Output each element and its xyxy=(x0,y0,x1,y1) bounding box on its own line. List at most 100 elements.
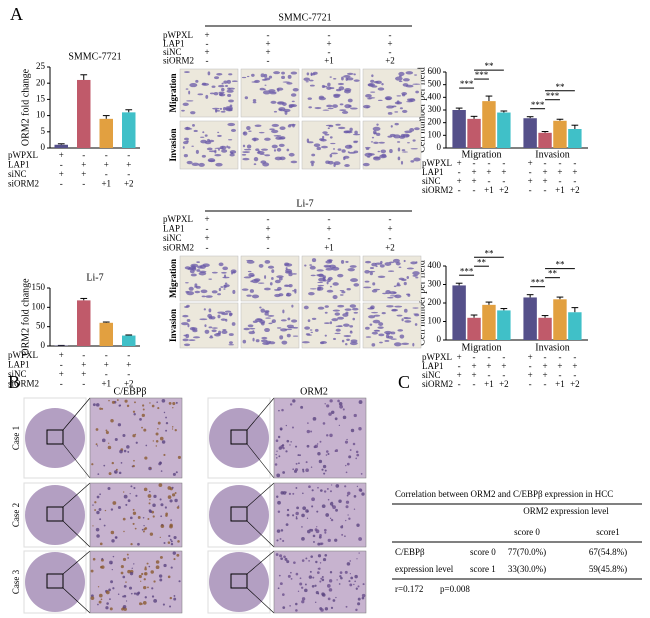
cell-stain xyxy=(215,108,218,113)
cell-stain xyxy=(400,160,404,165)
cell-stain xyxy=(398,135,406,139)
nucleus xyxy=(330,606,334,609)
cell-stain xyxy=(286,292,290,295)
nucleus xyxy=(95,527,100,532)
condition-cell: - xyxy=(573,352,576,362)
nucleus xyxy=(117,505,121,510)
cell-stain xyxy=(182,146,185,149)
cell-stain xyxy=(345,260,349,263)
nucleus xyxy=(105,590,110,595)
cell-stain xyxy=(401,278,407,282)
nucleus xyxy=(278,409,280,412)
bar xyxy=(467,118,481,148)
nucleus xyxy=(292,468,295,471)
condition-cell: - xyxy=(502,176,505,186)
cell-stain xyxy=(365,146,371,149)
nucleus xyxy=(167,495,172,499)
group-label: Invasion xyxy=(535,149,569,160)
nucleus xyxy=(322,557,327,562)
bar xyxy=(482,101,496,148)
tissue-core xyxy=(209,408,269,468)
condition-cell: + xyxy=(472,167,477,177)
condition-cell: +2 xyxy=(570,379,580,389)
cell-stain xyxy=(306,72,310,76)
cell-stain xyxy=(368,315,376,319)
nucleus xyxy=(327,597,331,601)
nucleus xyxy=(314,584,317,587)
cell-stain xyxy=(203,308,206,311)
significance-label: ** xyxy=(555,82,565,92)
nucleus xyxy=(148,502,151,505)
cell-stain xyxy=(384,339,390,342)
cell-stain xyxy=(410,160,415,163)
cell-stain xyxy=(232,289,236,294)
nucleus xyxy=(120,565,124,569)
nucleus xyxy=(347,514,349,516)
cell-stain xyxy=(329,76,332,78)
panel-label: C xyxy=(398,372,410,392)
condition-cell: + xyxy=(501,361,506,371)
condition-cell: - xyxy=(458,379,461,389)
cell-stain xyxy=(337,316,344,320)
condition-cell: - xyxy=(487,370,490,380)
cell-stain xyxy=(307,97,312,100)
cell-stain xyxy=(192,123,195,127)
nucleus xyxy=(312,534,316,538)
condition-cell: + xyxy=(265,224,270,234)
cell-stain xyxy=(186,318,191,322)
table-footer: p=0.008 xyxy=(440,584,470,594)
cell-stain xyxy=(229,341,233,344)
nucleus xyxy=(160,503,164,507)
cell-stain xyxy=(246,126,251,131)
cell-stain xyxy=(324,266,331,268)
cell-stain xyxy=(211,290,218,294)
nucleus xyxy=(308,575,313,579)
cell-stain xyxy=(270,100,277,104)
condition-cell: + xyxy=(126,360,131,370)
nucleus xyxy=(349,560,352,562)
cell-stain xyxy=(308,106,312,109)
condition-cell: - xyxy=(267,214,270,224)
nucleus xyxy=(120,462,123,464)
condition-cell: + xyxy=(387,224,392,234)
nucleus xyxy=(138,574,142,579)
cell-stain xyxy=(248,130,252,132)
nucleus xyxy=(346,562,351,566)
cell-stain xyxy=(392,258,400,263)
y-tick-label: 400 xyxy=(428,91,442,101)
nucleus xyxy=(123,449,127,453)
cell-stain xyxy=(405,84,414,88)
cell-stain xyxy=(371,74,374,78)
cell-stain xyxy=(259,306,262,309)
cell-stain xyxy=(343,334,352,338)
cell-stain xyxy=(332,104,338,108)
cell-stain xyxy=(382,292,387,295)
cell-stain xyxy=(282,309,285,314)
cell-stain xyxy=(271,269,275,273)
cell-stain xyxy=(286,148,290,152)
y-tick-label: 100 xyxy=(32,301,46,311)
cell-stain xyxy=(276,275,284,279)
table-cell: expression level xyxy=(395,564,454,574)
cell-stain xyxy=(327,82,331,87)
nucleus xyxy=(334,450,337,452)
bar xyxy=(497,112,511,148)
block-title: Li-7 xyxy=(296,198,313,209)
cell-stain xyxy=(332,282,339,286)
table-cell: score 1 xyxy=(470,564,496,574)
chart-title: Li-7 xyxy=(86,272,103,283)
cell-stain xyxy=(293,288,297,292)
condition-label: siNC xyxy=(163,47,182,57)
nucleus xyxy=(168,401,172,405)
nucleus xyxy=(149,467,152,470)
nucleus xyxy=(133,486,136,490)
nucleus xyxy=(296,506,299,510)
cell-stain xyxy=(377,275,386,278)
cell-stain xyxy=(387,135,393,138)
cell-stain xyxy=(349,265,357,268)
cell-stain xyxy=(228,99,234,103)
cell-stain xyxy=(401,149,406,152)
condition-label: pWPXL xyxy=(8,150,38,160)
cell-stain xyxy=(379,264,385,268)
cell-stain xyxy=(246,260,255,264)
